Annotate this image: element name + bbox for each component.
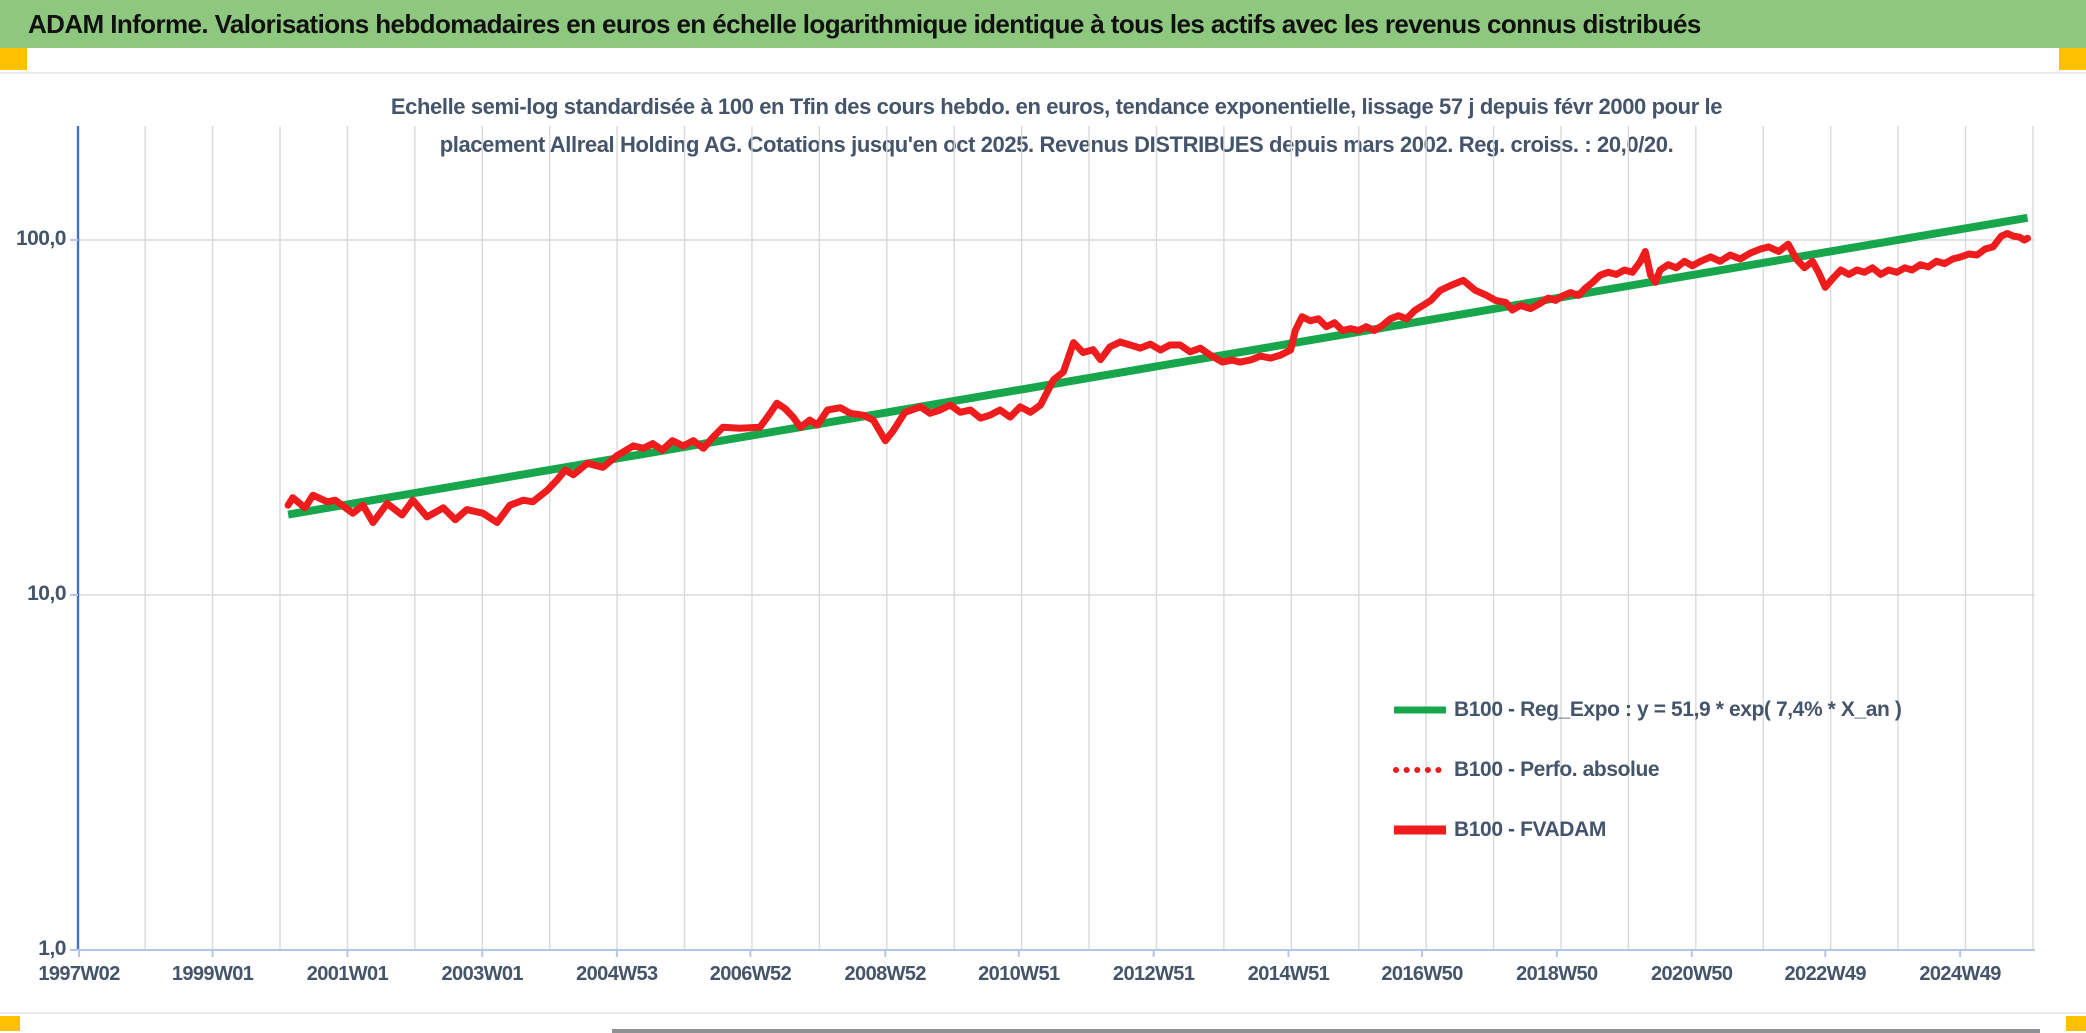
x-tick-label: 2008W52 bbox=[844, 963, 927, 985]
x-tick-label: 2016W50 bbox=[1381, 963, 1463, 985]
x-tick-label: 2022W49 bbox=[1784, 963, 1867, 985]
x-tick-label: 2006W52 bbox=[709, 963, 792, 985]
window-bottom-strip[interactable] bbox=[612, 1029, 2040, 1033]
legend-item-perfo-absolue[interactable]: B100 - Perfo. absolue bbox=[1392, 756, 1660, 784]
corner-marker-top-right bbox=[2059, 48, 2086, 70]
legend-swatch-green-solid-line bbox=[1394, 706, 1446, 714]
x-tick-label: 2018W50 bbox=[1516, 963, 1598, 985]
legend-label: B100 - Reg_Expo : y = 51,9 * exp( 7,4% *… bbox=[1454, 698, 1902, 721]
sheet-title-bar: ADAM Informe. Valorisations hebdomadaire… bbox=[0, 0, 2086, 48]
sheet-title-text: ADAM Informe. Valorisations hebdomadaire… bbox=[28, 8, 1701, 39]
legend-item-fvadam[interactable]: B100 - FVADAM bbox=[1392, 816, 1606, 844]
x-tick-label: 2012W51 bbox=[1112, 963, 1195, 985]
chart-title-line2: placement Allreal Holding AG. Cotations … bbox=[439, 132, 1674, 157]
x-tick-label: 1997W02 bbox=[38, 963, 120, 985]
legend-item-reg-expo[interactable]: B100 - Reg_Expo : y = 51,9 * exp( 7,4% *… bbox=[1392, 696, 1902, 724]
footer-divider bbox=[0, 1012, 2086, 1014]
x-tick-label: 2003W01 bbox=[441, 963, 524, 985]
x-tick-label: 2004W53 bbox=[576, 963, 658, 985]
series-fvadam bbox=[284, 230, 2031, 526]
header-divider bbox=[0, 72, 2086, 74]
x-tick-label: 2024W49 bbox=[1919, 963, 2001, 985]
y-tick-label: 100,0 bbox=[15, 227, 67, 250]
legend-swatch-red-solid-line bbox=[1394, 825, 1446, 835]
x-tick-label: 2010W51 bbox=[978, 963, 1060, 985]
y-tick-label: 10,0 bbox=[27, 582, 66, 605]
corner-marker-bottom-left bbox=[0, 1016, 20, 1031]
corner-marker-top-left bbox=[0, 48, 27, 70]
x-tick-label: 2020W50 bbox=[1650, 963, 1733, 985]
x-tick-label: 1999W01 bbox=[171, 963, 254, 985]
x-tick-label: 2001W01 bbox=[306, 963, 389, 985]
x-tick-label: 2014W51 bbox=[1247, 963, 1330, 985]
chart-title-line1: Echelle semi-log standardisée à 100 en T… bbox=[390, 94, 1723, 119]
y-tick-label: 1,0 bbox=[38, 937, 66, 960]
legend-swatch-red-dotted-line bbox=[1393, 767, 1448, 773]
legend-label: B100 - Perfo. absolue bbox=[1454, 758, 1660, 781]
chart-title: Echelle semi-log standardisée à 100 en T… bbox=[78, 88, 2035, 164]
series-reg-expo-trend bbox=[287, 213, 2029, 519]
legend-label: B100 - FVADAM bbox=[1454, 818, 1606, 841]
corner-marker-bottom-right bbox=[2066, 1016, 2086, 1031]
